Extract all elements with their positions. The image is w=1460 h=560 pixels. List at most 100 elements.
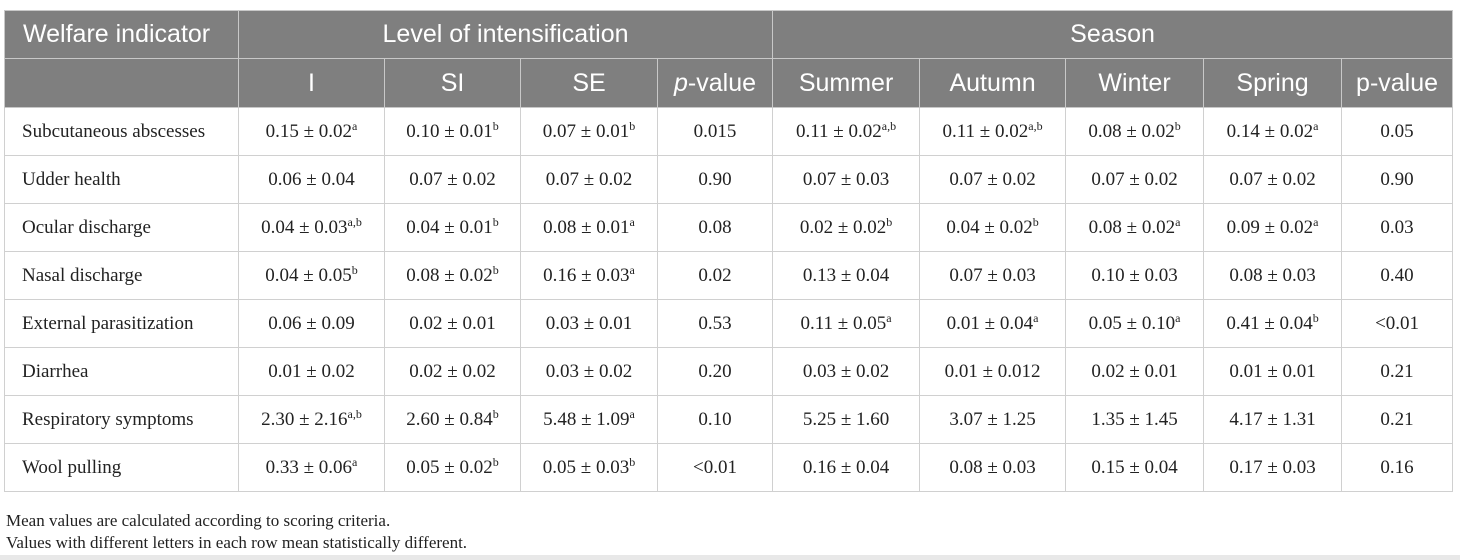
cell-value: 0.07 ± 0.02 — [409, 168, 496, 190]
table-row: Ocular discharge 0.04 ± 0.03a,b 0.04 ± 0.0… — [4, 203, 1454, 252]
table-row: Nasal discharge 0.04 ± 0.05b 0.08 ± 0.02b 0… — [4, 251, 1454, 300]
cell-value: 0.02 — [698, 264, 732, 286]
header-col-summer: Summer — [772, 58, 921, 108]
cell-value: 2.60 ± 0.84 — [406, 408, 493, 430]
header-col-spring: Spring — [1203, 58, 1343, 108]
cell-value: 0.13 ± 0.04 — [802, 264, 890, 286]
cell-value: 0.20 — [698, 360, 732, 382]
cell-significance-letter: a — [352, 454, 358, 469]
table-cell: 0.05 ± 0.02b — [384, 443, 521, 492]
header-season: Season — [772, 10, 1454, 59]
table-cell: <0.01 — [1341, 299, 1454, 348]
table-cell: 0.03 ± 0.02 — [772, 347, 921, 396]
table-cell: 0.02 — [656, 251, 774, 300]
row-indicator-label: External parasitization — [4, 299, 239, 348]
cell-value: 0.03 ± 0.02 — [802, 360, 890, 382]
cell-value: 0.10 — [698, 408, 732, 430]
cell-value: 0.04 ± 0.03 — [261, 216, 348, 238]
cell-value: 0.02 ± 0.02 — [409, 360, 496, 382]
table-cell: 0.08 ± 0.01a — [520, 203, 658, 252]
table-cell: 0.02 ± 0.02 — [384, 347, 521, 396]
bottom-divider — [0, 555, 1460, 560]
table-cell: 0.07 ± 0.02 — [1203, 155, 1343, 204]
row-indicator-label: Subcutaneous abscesses — [4, 107, 239, 156]
table-cell: <0.01 — [656, 443, 774, 492]
cell-value: 2.30 ± 2.16 — [261, 408, 348, 430]
cell-value: 0.07 ± 0.02 — [949, 168, 1036, 190]
table-cell: 0.15 ± 0.04 — [1065, 443, 1205, 492]
cell-value: 0.10 ± 0.03 — [1091, 264, 1178, 286]
cell-significance-letter: a — [1033, 310, 1039, 325]
cell-significance-letter: b — [629, 454, 636, 469]
cell-value: 4.17 ± 1.31 — [1229, 408, 1316, 430]
cell-value: 0.14 ± 0.02 — [1226, 120, 1314, 142]
table-cell: 0.08 ± 0.03 — [919, 443, 1067, 492]
table-cell: 0.10 — [656, 395, 774, 444]
cell-significance-letter: a,b — [347, 406, 362, 421]
cell-value: 0.02 ± 0.01 — [409, 312, 496, 334]
cell-significance-letter: b — [886, 214, 893, 229]
header-col-winter: Winter — [1065, 58, 1205, 108]
table-cell: 5.25 ± 1.60 — [772, 395, 921, 444]
table-cell: 0.14 ± 0.02a — [1203, 107, 1343, 156]
header-col-se: SE — [520, 58, 658, 108]
table-cell: 0.07 ± 0.01b — [520, 107, 658, 156]
header-p-rest: -value — [687, 68, 757, 97]
cell-significance-letter: a — [886, 310, 892, 325]
cell-significance-letter: b — [492, 262, 499, 277]
table-cell: 0.09 ± 0.02a — [1203, 203, 1343, 252]
cell-significance-letter: a — [1175, 310, 1181, 325]
cell-significance-letter: a — [352, 118, 358, 133]
cell-significance-letter: b — [351, 262, 358, 277]
footnote-scoring: Mean values are calculated according to … — [6, 511, 391, 530]
table-cell: 4.17 ± 1.31 — [1203, 395, 1343, 444]
welfare-indicator-table: Welfare indicator Level of intensificati… — [4, 10, 1454, 492]
cell-significance-letter: b — [492, 406, 499, 421]
header-col-si: SI — [384, 58, 521, 108]
cell-value: 0.08 — [698, 216, 732, 238]
cell-value: 0.11 ± 0.05 — [800, 312, 887, 334]
table-cell: 0.07 ± 0.02 — [1065, 155, 1205, 204]
table-cell: 0.03 ± 0.02 — [520, 347, 658, 396]
table-cell: 0.08 ± 0.02a — [1065, 203, 1205, 252]
cell-significance-letter: b — [492, 454, 499, 469]
cell-value: 0.03 ± 0.01 — [545, 312, 633, 334]
cell-significance-letter: a,b — [347, 214, 362, 229]
table-row: Subcutaneous abscesses 0.15 ± 0.02a 0.10 ±… — [4, 107, 1454, 156]
header-col-i: I — [238, 58, 385, 108]
table-cell: 0.11 ± 0.02a,b — [919, 107, 1067, 156]
cell-significance-letter: a,b — [881, 118, 897, 133]
table-row: Respiratory symptoms 2.30 ± 2.16a,b 2.60 ±… — [4, 395, 1454, 444]
cell-value: 0.16 ± 0.04 — [802, 456, 890, 478]
table-cell: 0.21 — [1341, 395, 1454, 444]
cell-significance-letter: a — [1313, 118, 1319, 133]
cell-value: 0.01 ± 0.012 — [944, 360, 1041, 382]
header-p-italic: p — [674, 68, 688, 97]
cell-value: 0.15 ± 0.04 — [1091, 456, 1178, 478]
cell-value: 0.04 ± 0.02 — [946, 216, 1033, 238]
table-cell: 0.21 — [1341, 347, 1454, 396]
cell-value: 0.53 — [698, 312, 732, 334]
cell-value: 1.35 ± 1.45 — [1091, 408, 1178, 430]
table-cell: 0.08 ± 0.03 — [1203, 251, 1343, 300]
table-cell: 0.07 ± 0.03 — [772, 155, 921, 204]
table-row: Udder health 0.06 ± 0.04 0.07 ± 0.02 0.07 ±… — [4, 155, 1454, 204]
table-cell: 0.53 — [656, 299, 774, 348]
cell-value: 0.05 ± 0.02 — [406, 456, 493, 478]
row-indicator-label: Udder health — [4, 155, 239, 204]
table-cell: 0.05 ± 0.03b — [520, 443, 658, 492]
table-row: Wool pulling 0.33 ± 0.06a 0.05 ± 0.02b 0.05… — [4, 443, 1454, 492]
cell-value: 0.015 — [693, 120, 737, 142]
table-cell: 2.60 ± 0.84b — [384, 395, 521, 444]
table-cell: 0.33 ± 0.06a — [238, 443, 385, 492]
cell-value: 0.03 ± 0.02 — [545, 360, 633, 382]
cell-value: 0.90 — [1380, 168, 1414, 190]
cell-value: 0.06 ± 0.04 — [268, 168, 355, 190]
cell-significance-letter: b — [1174, 118, 1181, 133]
cell-value: 0.05 ± 0.10 — [1088, 312, 1176, 334]
table-cell: 0.07 ± 0.02 — [520, 155, 658, 204]
header-row-groups: Welfare indicator Level of intensificati… — [4, 10, 1454, 59]
cell-value: 0.07 ± 0.03 — [802, 168, 890, 190]
cell-value: 0.17 ± 0.03 — [1229, 456, 1316, 478]
cell-value: 0.08 ± 0.01 — [543, 216, 630, 238]
